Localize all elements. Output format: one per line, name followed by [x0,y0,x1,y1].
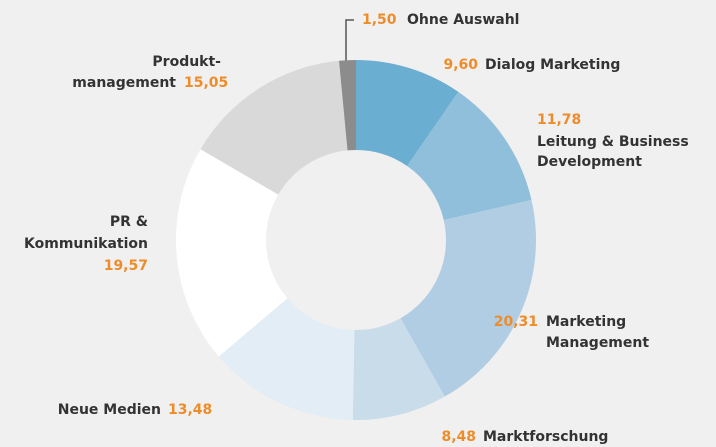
label-line: Development [537,154,642,170]
label-line: Dialog Marketing [485,57,620,73]
label-line: management [72,75,176,91]
value-label: 20,31 [494,314,538,330]
label-line: PR & [110,214,148,230]
label-line: Management [546,335,649,351]
slice [339,60,356,151]
category-label: Leitung & Business Development [537,134,689,170]
label-line: Marktforschung [483,429,608,445]
category-label: Neue Medien [58,402,161,418]
slice [218,298,355,420]
label-line: Kommunikation [24,236,148,252]
slice [407,91,532,220]
category-label: Ohne Auswahl [407,12,520,28]
value-label: 9,60 [443,57,478,73]
category-label: Produkt-management [72,54,221,91]
label-line: Neue Medien [58,402,161,418]
value-label: 13,48 [168,402,212,418]
value-label: 15,05 [184,75,228,91]
slice [356,60,459,166]
category-label: Marktforschung [483,429,608,445]
slice [352,318,445,420]
value-label: 1,50 [362,12,397,28]
label-line: Ohne Auswahl [407,12,520,28]
value-label: 8,48 [441,429,476,445]
leader-line [345,19,354,62]
category-label: PR & Kommunikation [24,214,148,252]
label-line: Marketing [546,314,626,330]
label-line: Produkt- [152,54,221,70]
label-line: Leitung & Business [537,134,689,150]
value-label: 19,57 [104,258,148,274]
category-label: Dialog Marketing [485,57,620,73]
slice [200,60,348,195]
slice [400,199,536,397]
category-label: Marketing Management [546,314,649,351]
slice [175,149,288,357]
value-label: 11,78 [537,112,581,128]
